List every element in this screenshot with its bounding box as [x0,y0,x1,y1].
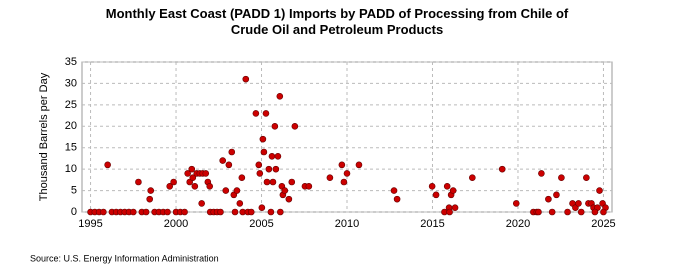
data-point [198,200,205,207]
data-point [217,208,224,216]
y-tick-label: 10 [65,163,77,175]
data-point [451,204,459,212]
data-point [146,195,154,203]
y-tick-label: 5 [71,184,77,196]
data-point [428,182,436,190]
data-point [242,75,250,83]
data-point [262,110,270,117]
data-point [558,174,565,182]
data-point [181,208,188,216]
data-point [591,208,599,216]
data-point [252,110,260,117]
data-point [184,170,191,177]
data-point [305,182,313,190]
data-point [233,187,241,194]
data-point [265,165,273,173]
data-point [100,208,107,216]
x-tick-label: 1995 [78,218,102,230]
data-point [263,178,271,186]
data-point [222,187,230,194]
data-point [225,161,233,169]
data-point [338,161,346,169]
data-point [535,208,542,216]
y-tick-label: 20 [65,120,77,132]
data-point [259,135,267,143]
data-point [277,208,284,216]
data-point [189,174,197,182]
data-point [577,208,585,216]
data-point [260,148,268,156]
data-point [206,182,214,190]
data-point [393,195,401,203]
data-point [274,152,282,160]
data-point [340,178,348,186]
data-point [269,178,277,186]
data-point [238,174,246,182]
data-point [247,208,255,216]
data-point [231,208,239,216]
data-point [219,157,227,164]
data-point [285,195,293,203]
data-point [583,174,590,182]
data-point [390,187,398,194]
y-tick-label: 35 [65,56,77,68]
x-tick-label: 2010 [335,218,359,230]
data-point [258,204,266,212]
data-point [343,170,351,177]
data-point [281,187,289,194]
data-point [268,152,276,160]
y-tick-label: 30 [65,77,77,89]
data-point [553,191,560,199]
data-point [255,161,263,169]
data-point [271,122,279,130]
data-point [228,148,236,156]
data-point [355,161,363,169]
data-point [449,187,457,194]
data-point [191,182,199,190]
data-point [202,170,210,177]
data-point [166,182,174,190]
y-axis-label: Thousand Barrels per Day [38,72,50,201]
x-tick-label: 2025 [591,218,615,230]
data-point [135,178,142,186]
data-point [548,208,556,216]
data-point [575,200,582,207]
data-point [596,187,603,194]
data-point [188,165,196,173]
data-point [256,170,264,177]
data-point [446,208,453,216]
chart-title: Monthly East Coast (PADD 1) Imports by P… [106,6,569,37]
data-point [600,208,607,216]
data-point [236,200,244,207]
x-tick-label: 2005 [249,218,273,230]
y-tick-label: 15 [65,142,77,154]
data-point [288,178,296,186]
data-point [272,165,280,173]
data-point [170,178,177,186]
x-tick-label: 2000 [164,218,188,230]
data-point [498,165,506,173]
data-point [267,208,275,216]
data-point [129,208,137,216]
x-tick-label: 2015 [420,218,444,230]
y-tick-label: 25 [65,99,77,111]
data-point [512,200,520,207]
data-point [432,191,440,199]
y-tick-label: 0 [71,206,77,218]
data-point [545,195,552,203]
data-point [276,92,284,100]
data-point [326,174,334,182]
data-point [538,170,545,177]
data-point [104,161,111,169]
data-point [142,208,150,216]
data-point [147,187,155,194]
data-point [564,208,571,216]
x-tick-label: 2020 [506,218,530,230]
data-point [469,174,476,182]
data-point [291,122,299,130]
data-point [164,208,171,216]
data-point [443,182,451,190]
source-note: Source: U.S. Energy Information Administ… [30,253,219,263]
